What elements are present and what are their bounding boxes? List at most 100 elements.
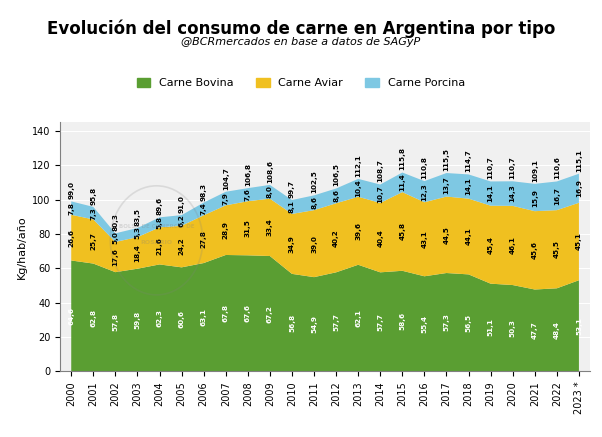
- Text: 115,1: 115,1: [576, 149, 582, 172]
- Text: 57,3: 57,3: [444, 313, 450, 331]
- Text: 106,8: 106,8: [245, 163, 251, 186]
- Text: 8,6: 8,6: [311, 196, 317, 209]
- Text: 62,3: 62,3: [157, 309, 163, 327]
- Text: 28,9: 28,9: [223, 221, 229, 239]
- Text: 80,3: 80,3: [113, 213, 119, 231]
- Text: 67,2: 67,2: [267, 305, 273, 323]
- Text: 60,6: 60,6: [179, 310, 185, 328]
- Text: 40,4: 40,4: [377, 229, 383, 246]
- Text: 109,1: 109,1: [532, 159, 538, 182]
- Text: 33,4: 33,4: [267, 218, 273, 236]
- Text: 89,6: 89,6: [157, 197, 163, 215]
- Text: 16,7: 16,7: [554, 187, 560, 205]
- Text: 56,5: 56,5: [465, 314, 471, 332]
- Text: BOLSA DE COMERCIO DE: BOLSA DE COMERCIO DE: [119, 224, 194, 229]
- Text: 112,1: 112,1: [355, 154, 361, 177]
- Text: 110,7: 110,7: [510, 156, 516, 179]
- Text: 45,4: 45,4: [488, 236, 494, 253]
- Text: 10,7: 10,7: [377, 185, 383, 203]
- Text: 16,9: 16,9: [576, 179, 582, 197]
- Text: 43,1: 43,1: [421, 230, 427, 248]
- Text: 27,8: 27,8: [200, 230, 206, 248]
- Text: 62,8: 62,8: [90, 309, 96, 326]
- Text: 51,1: 51,1: [488, 319, 494, 336]
- Text: 45,6: 45,6: [532, 241, 538, 259]
- Text: 108,6: 108,6: [267, 160, 273, 183]
- Text: 40,2: 40,2: [333, 229, 339, 246]
- Text: 5,8: 5,8: [157, 216, 163, 229]
- Text: 6,2: 6,2: [179, 214, 185, 227]
- Text: 8,1: 8,1: [289, 201, 295, 213]
- Text: 108,7: 108,7: [377, 160, 383, 183]
- Text: 110,6: 110,6: [554, 156, 560, 180]
- Text: 106,5: 106,5: [333, 163, 339, 187]
- Legend: Carne Bovina, Carne Aviar, Carne Porcina: Carne Bovina, Carne Aviar, Carne Porcina: [132, 73, 470, 93]
- Text: 31,5: 31,5: [245, 219, 251, 237]
- Text: 99,7: 99,7: [289, 180, 295, 198]
- Text: 50,3: 50,3: [510, 319, 516, 337]
- Text: 67,8: 67,8: [223, 304, 229, 322]
- Text: 115,5: 115,5: [444, 148, 450, 171]
- Text: 18,4: 18,4: [134, 244, 140, 262]
- Text: 48,4: 48,4: [554, 321, 560, 339]
- Text: 47,7: 47,7: [532, 322, 538, 340]
- Text: 64,6: 64,6: [68, 307, 74, 325]
- Text: 110,8: 110,8: [421, 156, 427, 179]
- Text: 115,8: 115,8: [399, 147, 405, 170]
- Text: 17,6: 17,6: [113, 248, 119, 266]
- Text: @BCRmercados en base a datos de SAGyP: @BCRmercados en base a datos de SAGyP: [181, 37, 421, 47]
- Text: 67,6: 67,6: [245, 305, 251, 323]
- Text: 95,8: 95,8: [90, 187, 96, 205]
- Text: 7,6: 7,6: [245, 188, 251, 201]
- Text: 57,7: 57,7: [333, 313, 339, 331]
- Text: 11,4: 11,4: [399, 173, 405, 191]
- Text: 44,5: 44,5: [444, 226, 450, 244]
- Text: 24,2: 24,2: [179, 238, 185, 256]
- Text: 99,0: 99,0: [68, 181, 74, 199]
- Text: 26,6: 26,6: [68, 229, 74, 246]
- Text: 45,5: 45,5: [554, 240, 560, 258]
- Text: 14,1: 14,1: [465, 178, 471, 195]
- Text: 54,9: 54,9: [311, 315, 317, 333]
- Text: 110,7: 110,7: [488, 156, 494, 180]
- Text: 12,3: 12,3: [421, 183, 427, 201]
- Text: 59,8: 59,8: [134, 311, 140, 329]
- Text: 10,4: 10,4: [355, 179, 361, 197]
- Text: 104,7: 104,7: [223, 167, 229, 190]
- Text: 7,9: 7,9: [223, 192, 229, 205]
- Text: 102,5: 102,5: [311, 170, 317, 193]
- Text: 25,7: 25,7: [90, 232, 96, 250]
- Text: 5,0: 5,0: [113, 231, 119, 244]
- Text: 14,1: 14,1: [488, 185, 494, 202]
- Text: 55,4: 55,4: [421, 315, 427, 333]
- Text: 13,7: 13,7: [444, 176, 450, 194]
- Text: 57,8: 57,8: [113, 313, 119, 331]
- Text: 62,1: 62,1: [355, 309, 361, 327]
- Text: 58,6: 58,6: [399, 312, 405, 330]
- Text: 7,8: 7,8: [68, 201, 74, 215]
- Text: 5,3: 5,3: [134, 226, 140, 239]
- Text: 46,1: 46,1: [510, 236, 516, 254]
- Text: 21,6: 21,6: [157, 237, 163, 255]
- Text: 45,8: 45,8: [399, 222, 405, 240]
- Text: 34,9: 34,9: [289, 235, 295, 253]
- Text: 8,6: 8,6: [333, 189, 339, 202]
- Text: 83,5: 83,5: [134, 208, 140, 226]
- Text: 45,1: 45,1: [576, 232, 582, 250]
- Text: 7,3: 7,3: [90, 207, 96, 219]
- Text: Evolución del consumo de carne en Argentina por tipo: Evolución del consumo de carne en Argent…: [47, 20, 555, 38]
- Text: 57,7: 57,7: [377, 313, 383, 331]
- Text: 91,0: 91,0: [179, 195, 185, 213]
- Text: 15,9: 15,9: [532, 188, 538, 207]
- Text: 63,1: 63,1: [200, 309, 206, 326]
- Text: 14,3: 14,3: [510, 185, 516, 202]
- Text: 53,1: 53,1: [576, 317, 582, 335]
- Text: 39,6: 39,6: [355, 222, 361, 240]
- Y-axis label: Kg/hab/año: Kg/hab/año: [16, 215, 26, 279]
- Text: 56,8: 56,8: [289, 314, 295, 332]
- Text: 114,7: 114,7: [465, 149, 471, 172]
- Text: ROSARIO: ROSARIO: [140, 240, 173, 245]
- Text: 44,1: 44,1: [465, 228, 471, 246]
- Text: 7,4: 7,4: [200, 203, 206, 215]
- Text: 8,0: 8,0: [267, 185, 273, 198]
